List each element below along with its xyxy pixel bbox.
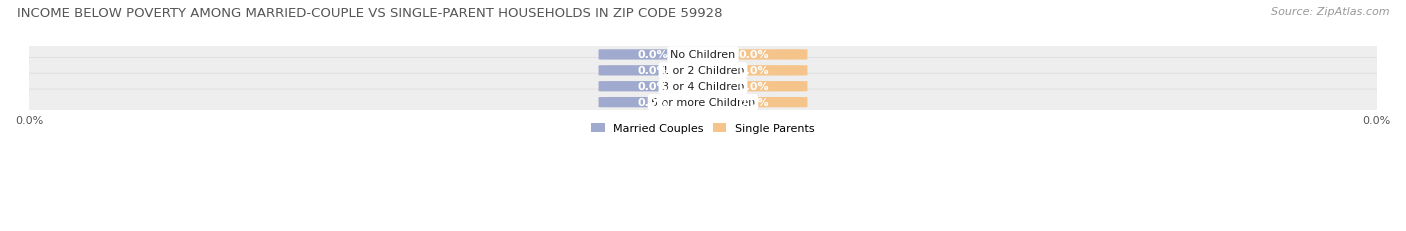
Text: 3 or 4 Children: 3 or 4 Children <box>662 82 744 92</box>
Text: 5 or more Children: 5 or more Children <box>651 98 755 108</box>
FancyBboxPatch shape <box>700 66 807 76</box>
Text: 0.0%: 0.0% <box>738 98 769 108</box>
FancyBboxPatch shape <box>700 50 807 60</box>
FancyBboxPatch shape <box>700 82 807 92</box>
Text: 0.0%: 0.0% <box>637 98 668 108</box>
FancyBboxPatch shape <box>599 97 706 108</box>
FancyBboxPatch shape <box>599 82 706 92</box>
FancyBboxPatch shape <box>700 97 807 108</box>
FancyBboxPatch shape <box>15 74 1391 100</box>
Text: No Children: No Children <box>671 50 735 60</box>
Text: 0.0%: 0.0% <box>738 50 769 60</box>
Text: 0.0%: 0.0% <box>738 82 769 92</box>
Text: 0.0%: 0.0% <box>738 66 769 76</box>
Text: Source: ZipAtlas.com: Source: ZipAtlas.com <box>1271 7 1389 17</box>
FancyBboxPatch shape <box>599 66 706 76</box>
Legend: Married Couples, Single Parents: Married Couples, Single Parents <box>586 119 820 138</box>
Text: 0.0%: 0.0% <box>637 50 668 60</box>
FancyBboxPatch shape <box>15 58 1391 84</box>
Text: INCOME BELOW POVERTY AMONG MARRIED-COUPLE VS SINGLE-PARENT HOUSEHOLDS IN ZIP COD: INCOME BELOW POVERTY AMONG MARRIED-COUPL… <box>17 7 723 20</box>
FancyBboxPatch shape <box>599 50 706 60</box>
Text: 0.0%: 0.0% <box>637 66 668 76</box>
FancyBboxPatch shape <box>15 90 1391 116</box>
Text: 0.0%: 0.0% <box>637 82 668 92</box>
FancyBboxPatch shape <box>15 42 1391 68</box>
Text: 1 or 2 Children: 1 or 2 Children <box>662 66 744 76</box>
